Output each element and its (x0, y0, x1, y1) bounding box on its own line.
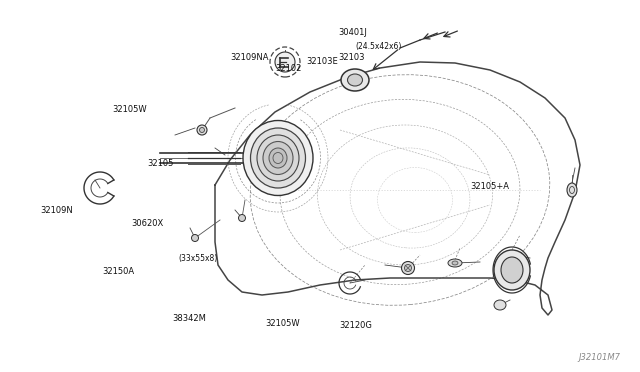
Ellipse shape (257, 135, 299, 181)
Text: J32101M7: J32101M7 (578, 353, 620, 362)
Ellipse shape (401, 262, 415, 275)
Ellipse shape (501, 257, 523, 283)
Ellipse shape (494, 250, 530, 290)
Ellipse shape (250, 128, 305, 188)
Ellipse shape (197, 125, 207, 135)
Ellipse shape (191, 234, 198, 241)
Ellipse shape (494, 300, 506, 310)
Text: 32105+A: 32105+A (470, 182, 509, 190)
Text: 30401J: 30401J (338, 28, 367, 37)
Ellipse shape (239, 215, 246, 221)
Text: 32103: 32103 (338, 53, 364, 62)
Ellipse shape (341, 69, 369, 91)
Ellipse shape (243, 121, 313, 196)
Text: 32102: 32102 (275, 64, 301, 73)
Text: 38342M: 38342M (172, 314, 205, 323)
Text: 32109N: 32109N (40, 206, 73, 215)
Text: 32105W: 32105W (112, 105, 147, 114)
Text: (33x55x8): (33x55x8) (178, 254, 217, 263)
Text: 32105W: 32105W (266, 319, 300, 328)
Ellipse shape (448, 259, 462, 267)
Ellipse shape (263, 141, 293, 174)
Text: 32120G: 32120G (339, 321, 372, 330)
Ellipse shape (200, 128, 205, 132)
Text: 32105: 32105 (147, 159, 173, 168)
Ellipse shape (348, 74, 362, 86)
Text: 32150A: 32150A (102, 267, 134, 276)
Text: 32103E: 32103E (306, 57, 338, 66)
Ellipse shape (269, 148, 287, 168)
Text: (24.5x42x6): (24.5x42x6) (355, 42, 401, 51)
Ellipse shape (567, 183, 577, 197)
Ellipse shape (404, 264, 412, 272)
Ellipse shape (452, 261, 458, 265)
Text: 32109NA: 32109NA (230, 53, 269, 62)
Text: 30620X: 30620X (131, 219, 163, 228)
Ellipse shape (275, 52, 295, 72)
